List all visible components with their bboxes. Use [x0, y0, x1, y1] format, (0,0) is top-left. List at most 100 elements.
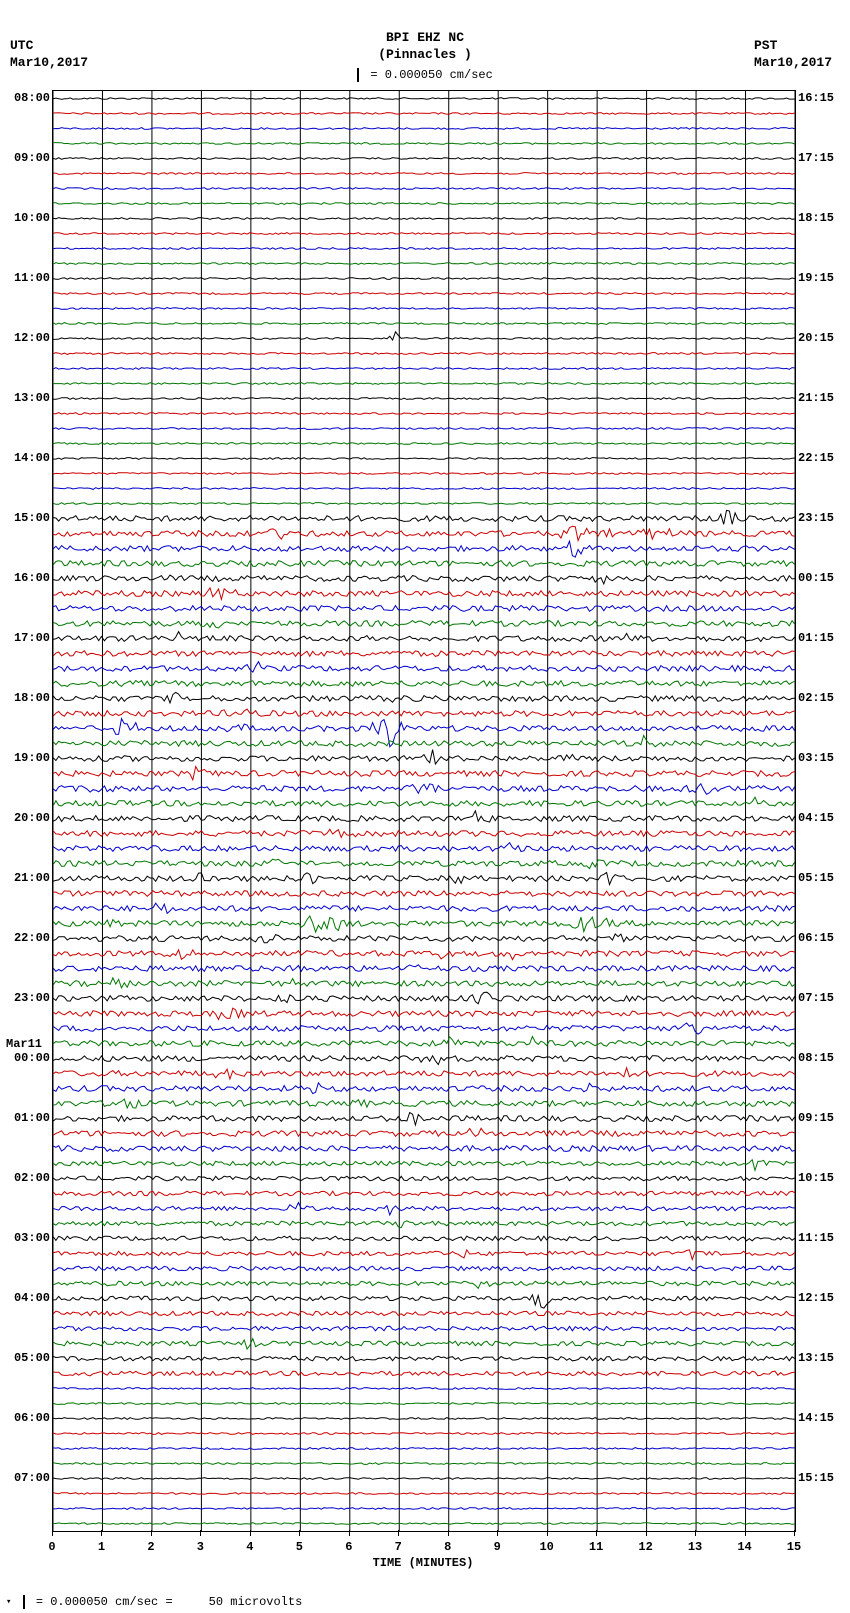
- x-tick-mark: [101, 1530, 102, 1536]
- footer-caret-icon: ▾: [6, 1597, 11, 1607]
- x-tick-mark: [794, 1530, 795, 1536]
- right-hour-label: 08:15: [798, 1051, 834, 1065]
- x-tick-label: 7: [395, 1540, 402, 1554]
- left-hour-label: 11:00: [14, 271, 50, 285]
- right-hour-label: 09:15: [798, 1111, 834, 1125]
- station-code: BPI EHZ NC: [0, 30, 850, 47]
- date-right: Mar10,2017: [754, 55, 832, 72]
- left-hour-label: 21:00: [14, 871, 50, 885]
- left-hour-label: 10:00: [14, 211, 50, 225]
- station-name: (Pinnacles ): [0, 47, 850, 64]
- x-tick-mark: [596, 1530, 597, 1536]
- left-hour-label: 18:00: [14, 691, 50, 705]
- scale-note: = 0.000050 cm/sec: [0, 68, 850, 84]
- left-hour-label: 08:00: [14, 91, 50, 105]
- x-tick-label: 5: [296, 1540, 303, 1554]
- left-hour-label: 06:00: [14, 1411, 50, 1425]
- footer-scale-left: = 0.000050 cm/sec =: [36, 1595, 173, 1609]
- x-tick-label: 14: [737, 1540, 751, 1554]
- seismogram-plot: [52, 90, 796, 1532]
- x-tick-label: 8: [444, 1540, 451, 1554]
- x-tick-label: 15: [787, 1540, 801, 1554]
- right-hour-label: 07:15: [798, 991, 834, 1005]
- left-hour-label: 12:00: [14, 331, 50, 345]
- left-hour-label: 09:00: [14, 151, 50, 165]
- x-tick-mark: [151, 1530, 152, 1536]
- right-hour-label: 20:15: [798, 331, 834, 345]
- x-tick-mark: [448, 1530, 449, 1536]
- left-hour-label: 13:00: [14, 391, 50, 405]
- top-left-block: UTC Mar10,2017: [10, 38, 88, 72]
- x-tick-label: 13: [688, 1540, 702, 1554]
- right-hour-label: 03:15: [798, 751, 834, 765]
- right-hour-label: 12:15: [798, 1291, 834, 1305]
- left-hour-label: 19:00: [14, 751, 50, 765]
- x-tick-label: 0: [48, 1540, 55, 1554]
- left-hour-label: 04:00: [14, 1291, 50, 1305]
- x-tick-mark: [695, 1530, 696, 1536]
- right-hour-label: 19:15: [798, 271, 834, 285]
- x-axis-label: TIME (MINUTES): [52, 1556, 794, 1570]
- page: BPI EHZ NC (Pinnacles ) = 0.000050 cm/se…: [0, 0, 850, 1613]
- x-tick-label: 4: [246, 1540, 253, 1554]
- footer: ▾ = 0.000050 cm/sec = 50 microvolts: [6, 1595, 302, 1609]
- right-hour-label: 05:15: [798, 871, 834, 885]
- x-tick-mark: [349, 1530, 350, 1536]
- footer-bar-icon: [23, 1595, 25, 1609]
- x-tick-label: 9: [494, 1540, 501, 1554]
- right-hour-label: 17:15: [798, 151, 834, 165]
- x-tick-mark: [497, 1530, 498, 1536]
- top-right-block: PST Mar10,2017: [754, 38, 832, 72]
- x-tick-mark: [745, 1530, 746, 1536]
- footer-scale-right: 50 microvolts: [209, 1595, 303, 1609]
- tz-pst-label: PST: [754, 38, 832, 55]
- x-tick-mark: [200, 1530, 201, 1536]
- x-tick-label: 1: [98, 1540, 105, 1554]
- x-tick-mark: [547, 1530, 548, 1536]
- scale-bar-icon: [357, 68, 359, 82]
- x-tick-label: 11: [589, 1540, 603, 1554]
- right-hour-label: 10:15: [798, 1171, 834, 1185]
- left-hour-label: 17:00: [14, 631, 50, 645]
- x-tick-mark: [646, 1530, 647, 1536]
- scale-value: = 0.000050 cm/sec: [370, 68, 492, 82]
- x-tick-label: 12: [638, 1540, 652, 1554]
- left-date-break: Mar11: [6, 1037, 42, 1051]
- left-hour-label: 07:00: [14, 1471, 50, 1485]
- right-hour-label: 21:15: [798, 391, 834, 405]
- x-tick-mark: [250, 1530, 251, 1536]
- left-hour-label: 05:00: [14, 1351, 50, 1365]
- left-hour-label: 15:00: [14, 511, 50, 525]
- left-hour-label: 14:00: [14, 451, 50, 465]
- right-hour-label: 11:15: [798, 1231, 834, 1245]
- right-hour-label: 16:15: [798, 91, 834, 105]
- x-tick-mark: [398, 1530, 399, 1536]
- right-hour-label: 14:15: [798, 1411, 834, 1425]
- right-hour-label: 04:15: [798, 811, 834, 825]
- left-hour-label: 03:00: [14, 1231, 50, 1245]
- x-tick-label: 3: [197, 1540, 204, 1554]
- date-left: Mar10,2017: [10, 55, 88, 72]
- left-hour-label: 20:00: [14, 811, 50, 825]
- right-hour-label: 01:15: [798, 631, 834, 645]
- right-hour-label: 23:15: [798, 511, 834, 525]
- left-hour-label: 01:00: [14, 1111, 50, 1125]
- x-tick-label: 6: [345, 1540, 352, 1554]
- x-tick-mark: [299, 1530, 300, 1536]
- right-hour-label: 06:15: [798, 931, 834, 945]
- tz-utc-label: UTC: [10, 38, 88, 55]
- left-hour-label: 02:00: [14, 1171, 50, 1185]
- seismogram-svg: [53, 91, 795, 1531]
- left-hour-label: 00:00: [14, 1051, 50, 1065]
- left-hour-label: 22:00: [14, 931, 50, 945]
- right-hour-label: 18:15: [798, 211, 834, 225]
- right-hour-label: 13:15: [798, 1351, 834, 1365]
- chart-header: BPI EHZ NC (Pinnacles ) = 0.000050 cm/se…: [0, 30, 850, 84]
- x-tick-label: 2: [147, 1540, 154, 1554]
- left-hour-label: 16:00: [14, 571, 50, 585]
- right-hour-label: 02:15: [798, 691, 834, 705]
- right-hour-label: 22:15: [798, 451, 834, 465]
- left-hour-label: 23:00: [14, 991, 50, 1005]
- x-tick-mark: [52, 1530, 53, 1536]
- x-tick-label: 10: [539, 1540, 553, 1554]
